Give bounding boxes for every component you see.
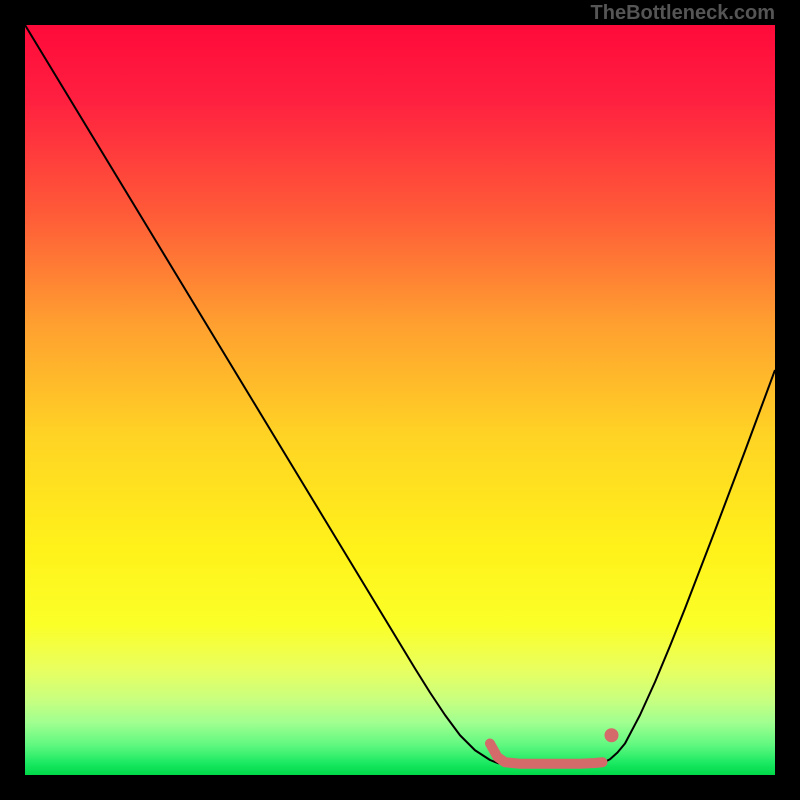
plot-area xyxy=(25,25,775,775)
watermark-text: TheBottleneck.com xyxy=(591,2,775,25)
chart-svg xyxy=(25,25,775,775)
optimal-range-endpoint xyxy=(605,728,619,742)
